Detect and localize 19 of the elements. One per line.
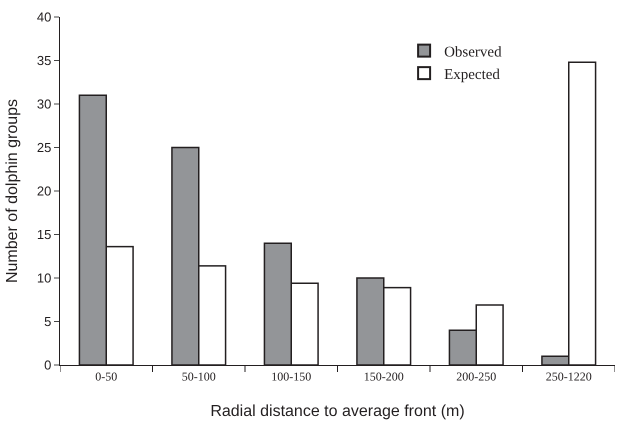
- y-tick-label: 25: [36, 140, 52, 156]
- y-tick-label: 35: [36, 53, 52, 68]
- x-tick-label: 50-100: [182, 369, 216, 384]
- y-tick-label: 0: [44, 358, 52, 373]
- y-tick-label: 30: [36, 96, 52, 112]
- x-tick-label: 100-150: [271, 369, 312, 384]
- x-tick-label: 200-250: [456, 369, 496, 384]
- y-tick-label: 15: [36, 227, 52, 242]
- x-tick-label: 250-1220: [546, 369, 592, 384]
- legend-label: Expected: [444, 67, 500, 83]
- legend-label: Observed: [444, 44, 502, 60]
- y-tick-label: 40: [36, 10, 52, 25]
- y-tick-label: 10: [36, 270, 52, 286]
- y-tick-label: 20: [36, 184, 52, 199]
- x-axis-title: Radial distance to average front (m): [210, 403, 465, 420]
- y-axis-title: Number of dolphin groups: [4, 98, 21, 284]
- y-tick-label: 5: [44, 314, 52, 330]
- x-tick-label: 150-200: [364, 369, 404, 384]
- x-tick-label: 0-50: [95, 369, 118, 384]
